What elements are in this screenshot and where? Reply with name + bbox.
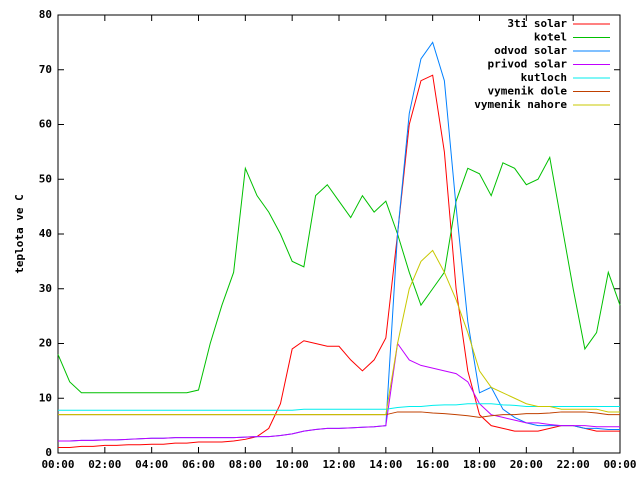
legend-label: kutloch — [521, 71, 567, 84]
x-tick-label: 18:00 — [463, 458, 496, 471]
series-line — [58, 403, 620, 411]
y-tick-label: 70 — [39, 63, 52, 76]
series-line — [58, 74, 620, 449]
y-tick-label: 10 — [39, 391, 52, 404]
legend-label: kotel — [534, 31, 567, 44]
x-tick-label: 00:00 — [603, 458, 636, 471]
legend-label: privod solar — [488, 58, 568, 71]
series-line — [58, 249, 620, 416]
x-tick-label: 10:00 — [276, 458, 309, 471]
x-tick-label: 04:00 — [135, 458, 168, 471]
legend-label: 3ti solar — [507, 17, 567, 30]
x-tick-label: 08:00 — [229, 458, 262, 471]
x-tick-label: 06:00 — [182, 458, 215, 471]
x-tick-label: 14:00 — [369, 458, 402, 471]
y-tick-label: 50 — [39, 172, 52, 185]
legend-label: vymenik nahore — [474, 98, 567, 111]
x-tick-label: 12:00 — [322, 458, 355, 471]
x-tick-label: 02:00 — [88, 458, 121, 471]
x-tick-label: 20:00 — [510, 458, 543, 471]
legend-label: odvod solar — [494, 44, 567, 57]
y-axis-label: teplota ve C — [13, 194, 26, 273]
x-tick-label: 00:00 — [41, 458, 74, 471]
x-tick-label: 22:00 — [557, 458, 590, 471]
y-tick-label: 30 — [39, 282, 52, 295]
y-tick-label: 0 — [45, 446, 52, 459]
y-tick-label: 80 — [39, 8, 52, 21]
legend-label: vymenik dole — [488, 85, 568, 98]
x-tick-label: 16:00 — [416, 458, 449, 471]
series-line — [57, 155, 621, 394]
y-tick-label: 40 — [39, 227, 52, 240]
series-line — [58, 342, 620, 442]
y-tick-label: 20 — [39, 337, 52, 350]
y-tick-label: 60 — [39, 118, 52, 131]
